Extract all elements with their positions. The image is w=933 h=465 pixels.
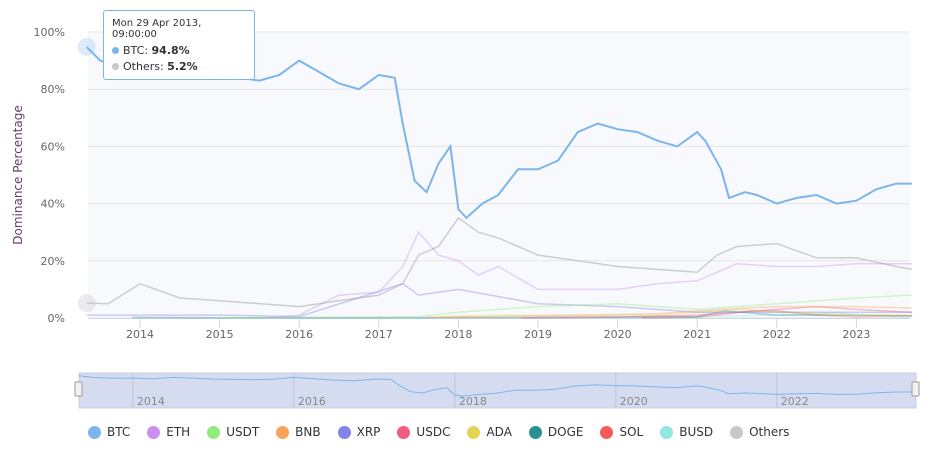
series-line-ada[interactable] [438, 308, 913, 318]
navigator-tick-label: 2020 [620, 395, 648, 408]
tooltip-date: Mon 29 Apr 2013, 09:00:00 [112, 18, 202, 40]
series-line-sol[interactable] [641, 310, 913, 319]
tooltip-row-btc: BTC: 94.8% [112, 44, 246, 57]
series-line-usdc[interactable] [522, 305, 913, 319]
legend-label: BTC [107, 425, 131, 439]
legend-swatch-icon [528, 425, 542, 439]
x-tick-label: 2020 [604, 328, 632, 341]
legend-item-xrp[interactable]: XRP [337, 425, 381, 439]
legend-swatch-icon [337, 425, 351, 439]
x-tick-label: 2017 [365, 328, 393, 341]
tooltip-row-others: Others: 5.2% [112, 60, 246, 73]
legend-item-sol[interactable]: SOL [600, 425, 643, 439]
series-line-busd[interactable] [593, 312, 913, 319]
legend-swatch-icon [207, 425, 221, 439]
x-tick-label: 2019 [524, 328, 552, 341]
legend-label: ETH [166, 425, 191, 439]
y-tick-label: 20% [41, 255, 65, 268]
legend-label: ADA [486, 425, 512, 439]
series-line-xrp[interactable] [86, 282, 913, 318]
x-tick-label: 2015 [206, 328, 234, 341]
legend-label: USDT [226, 425, 260, 439]
series-line-eth[interactable] [267, 230, 913, 319]
legend-item-ada[interactable]: ADA [467, 425, 512, 439]
legend-item-doge[interactable]: DOGE [528, 425, 584, 439]
tooltip: Mon 29 Apr 2013, 09:00:00 BTC: 94.8% Oth… [103, 10, 255, 80]
navigator-handle-left[interactable] [74, 381, 83, 397]
legend-item-eth[interactable]: ETH [147, 425, 190, 439]
hover-halo-btc [77, 37, 96, 56]
btc-dot-icon [112, 47, 119, 54]
legend-label: DOGE [547, 425, 584, 439]
navigator-tick-label: 2014 [137, 395, 165, 408]
x-tick-label: 2022 [763, 328, 791, 341]
legend-item-usdt[interactable]: USDT [207, 425, 259, 439]
y-tick-label: 80% [41, 83, 65, 96]
navigator-tick-label: 2016 [298, 395, 326, 408]
legend-swatch-icon [467, 425, 481, 439]
legend-swatch-icon [147, 425, 161, 439]
legend-swatch-icon [397, 425, 411, 439]
hover-halo-others [77, 294, 96, 313]
navigator-tick-label: 2022 [781, 395, 809, 408]
series-line-bnb[interactable] [426, 305, 913, 319]
legend-label: Others [749, 425, 790, 439]
legend-swatch-icon [276, 425, 290, 439]
y-tick-label: 40% [41, 198, 65, 211]
legend-swatch-icon [88, 425, 101, 439]
legend-label: XRP [356, 425, 381, 439]
series-line-doge[interactable] [131, 310, 913, 319]
series-line-others[interactable] [86, 216, 913, 308]
legend-item-btc[interactable]: BTC [88, 425, 130, 439]
x-tick-label: 2018 [444, 328, 472, 341]
legend-item-others[interactable]: Others [730, 425, 789, 439]
x-tick-label: 2023 [842, 328, 870, 341]
y-tick-label: 100% [34, 26, 65, 39]
navigator-handle-right[interactable] [911, 381, 920, 397]
x-tick-label: 2021 [683, 328, 711, 341]
series-line-usdt[interactable] [219, 294, 913, 319]
legend-swatch-icon [730, 425, 744, 439]
legend: BTC ETH USDT BNB XRP USDC ADA DOGE SOL BUSD Others [88, 425, 806, 439]
others-dot-icon [112, 63, 119, 70]
navigator-series-btc [78, 375, 914, 397]
x-tick-label: 2016 [285, 328, 313, 341]
legend-swatch-icon [660, 425, 674, 439]
y-tick-label: 0% [48, 312, 65, 325]
legend-item-bnb[interactable]: BNB [276, 425, 321, 439]
legend-item-usdc[interactable]: USDC [397, 425, 450, 439]
y-axis-title: Dominance Percentage [11, 105, 25, 244]
y-tick-label: 60% [41, 140, 65, 153]
legend-swatch-icon [600, 425, 614, 439]
navigator-tick-label: 2018 [459, 395, 487, 408]
legend-label: BNB [295, 425, 321, 439]
x-tick-label: 2014 [126, 328, 154, 341]
legend-label: SOL [619, 425, 644, 439]
legend-label: USDC [416, 425, 451, 439]
legend-label: BUSD [679, 425, 714, 439]
legend-item-busd[interactable]: BUSD [660, 425, 713, 439]
